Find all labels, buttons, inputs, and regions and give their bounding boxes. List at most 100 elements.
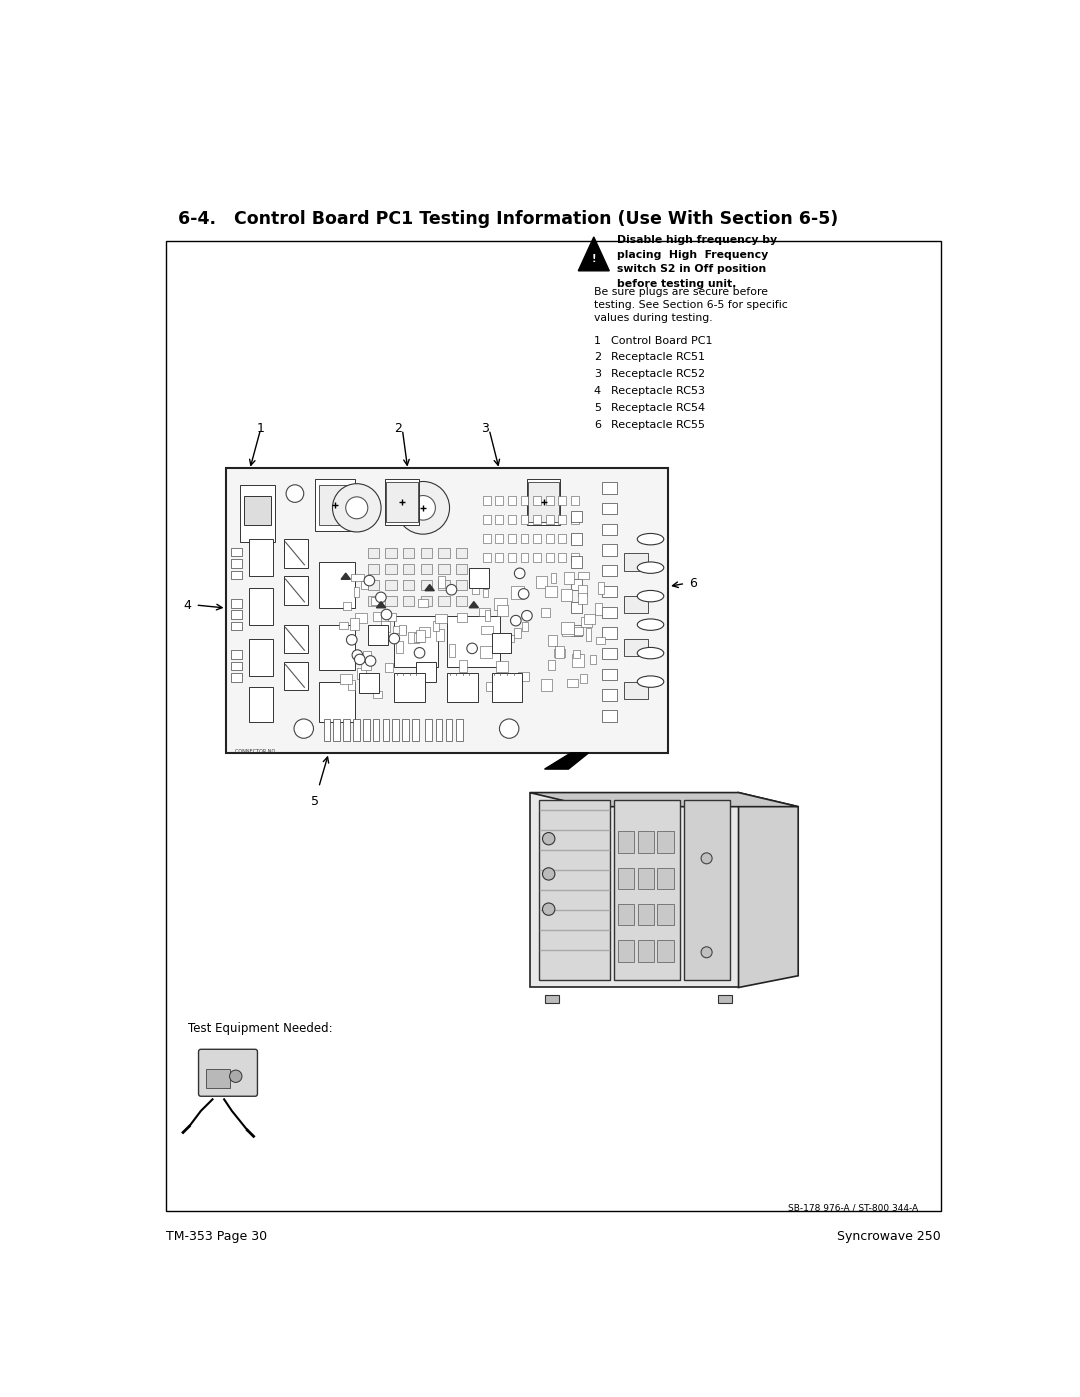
- Ellipse shape: [637, 591, 664, 602]
- Bar: [481, 626, 494, 634]
- Bar: [580, 673, 586, 683]
- Bar: [438, 597, 449, 606]
- Bar: [368, 548, 379, 557]
- Bar: [483, 553, 490, 562]
- Bar: [447, 673, 478, 701]
- Bar: [618, 868, 634, 890]
- Bar: [438, 564, 449, 574]
- Bar: [624, 638, 648, 657]
- Bar: [658, 904, 674, 925]
- Bar: [558, 496, 566, 504]
- Bar: [522, 623, 528, 631]
- Bar: [456, 580, 468, 590]
- Bar: [435, 629, 444, 641]
- Text: 6: 6: [689, 577, 697, 590]
- Text: 2: 2: [394, 422, 403, 434]
- Text: Receptacle RC53: Receptacle RC53: [611, 387, 705, 397]
- Bar: [386, 597, 396, 606]
- Circle shape: [381, 609, 392, 620]
- Bar: [483, 588, 488, 598]
- Bar: [403, 580, 415, 590]
- Circle shape: [415, 648, 424, 658]
- Bar: [551, 573, 556, 583]
- Bar: [575, 627, 583, 634]
- Polygon shape: [544, 753, 589, 770]
- Polygon shape: [469, 602, 478, 608]
- Bar: [402, 718, 409, 742]
- Bar: [555, 645, 564, 658]
- Text: Test Equipment Needed:: Test Equipment Needed:: [188, 1023, 333, 1035]
- Bar: [602, 648, 618, 659]
- Bar: [416, 630, 426, 641]
- Bar: [491, 633, 511, 654]
- Ellipse shape: [637, 619, 664, 630]
- Bar: [359, 673, 379, 693]
- Circle shape: [701, 852, 712, 863]
- Bar: [368, 597, 379, 606]
- Bar: [545, 515, 554, 524]
- Bar: [231, 673, 242, 682]
- Bar: [571, 556, 582, 567]
- Bar: [363, 718, 369, 742]
- Bar: [558, 535, 566, 543]
- Bar: [554, 650, 565, 658]
- Bar: [486, 682, 496, 692]
- Circle shape: [346, 497, 368, 518]
- Bar: [435, 615, 447, 623]
- Bar: [386, 548, 396, 557]
- Circle shape: [514, 569, 525, 578]
- Circle shape: [542, 833, 555, 845]
- Ellipse shape: [637, 562, 664, 573]
- Bar: [459, 659, 468, 672]
- Text: 1: 1: [257, 422, 265, 434]
- Bar: [231, 548, 242, 556]
- Circle shape: [511, 615, 522, 626]
- Bar: [491, 673, 523, 701]
- Bar: [373, 692, 382, 698]
- Bar: [496, 515, 503, 524]
- Bar: [658, 868, 674, 890]
- Bar: [231, 570, 242, 578]
- Bar: [351, 574, 364, 581]
- Bar: [602, 503, 618, 514]
- Circle shape: [294, 719, 313, 738]
- Circle shape: [365, 655, 376, 666]
- Bar: [284, 576, 308, 605]
- FancyBboxPatch shape: [199, 1049, 257, 1097]
- Bar: [496, 661, 508, 672]
- Bar: [421, 548, 432, 557]
- Bar: [362, 581, 368, 590]
- Bar: [618, 831, 634, 854]
- Bar: [343, 718, 350, 742]
- Bar: [350, 617, 360, 630]
- Polygon shape: [739, 792, 798, 988]
- Bar: [394, 616, 438, 668]
- Bar: [534, 535, 541, 543]
- Bar: [548, 659, 554, 671]
- Bar: [386, 580, 396, 590]
- Bar: [496, 553, 503, 562]
- Bar: [414, 633, 423, 643]
- Bar: [571, 511, 582, 522]
- Bar: [470, 567, 489, 588]
- Bar: [548, 634, 557, 647]
- Bar: [534, 496, 541, 504]
- Text: 1: 1: [594, 335, 600, 345]
- Text: Disable high frequency by
placing  High  Frequency
switch S2 in Off position
bef: Disable high frequency by placing High F…: [617, 236, 778, 289]
- Bar: [684, 799, 730, 981]
- Text: Receptacle RC54: Receptacle RC54: [611, 404, 705, 414]
- Circle shape: [499, 719, 518, 738]
- Bar: [485, 609, 490, 622]
- Bar: [419, 627, 430, 637]
- Bar: [449, 644, 455, 657]
- Bar: [403, 597, 415, 606]
- Circle shape: [522, 610, 532, 622]
- Bar: [527, 479, 559, 525]
- Bar: [578, 592, 586, 604]
- Bar: [368, 624, 388, 644]
- Circle shape: [376, 592, 387, 602]
- Bar: [363, 651, 372, 662]
- Bar: [514, 627, 522, 637]
- Circle shape: [396, 482, 449, 534]
- Bar: [505, 634, 514, 641]
